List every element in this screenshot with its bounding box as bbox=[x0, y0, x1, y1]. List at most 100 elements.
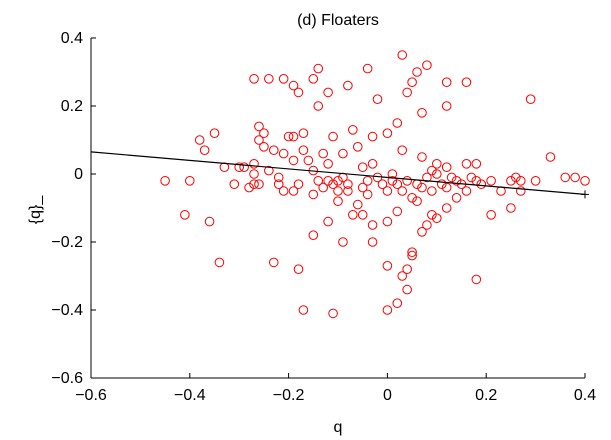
data-point bbox=[343, 186, 353, 196]
x-tick-label: 0.2 bbox=[475, 387, 497, 404]
y-tick-label: −0.6 bbox=[51, 370, 83, 387]
plot-frame bbox=[90, 38, 585, 379]
data-point bbox=[357, 162, 368, 172]
data-point bbox=[427, 165, 437, 176]
data-point bbox=[333, 196, 343, 206]
data-point bbox=[273, 172, 284, 183]
data-point bbox=[343, 179, 353, 189]
data-point bbox=[367, 159, 378, 169]
data-point bbox=[427, 210, 437, 220]
data-point bbox=[278, 148, 289, 159]
data-point bbox=[377, 179, 388, 189]
data-point bbox=[382, 261, 393, 271]
data-point bbox=[407, 77, 417, 87]
data-point bbox=[338, 237, 348, 247]
data-point bbox=[308, 189, 319, 200]
data-point bbox=[293, 179, 304, 189]
data-point bbox=[288, 80, 299, 91]
fit-line-group bbox=[90, 151, 589, 199]
data-point bbox=[570, 172, 580, 183]
data-point bbox=[288, 155, 299, 166]
data-point bbox=[333, 176, 343, 186]
data-point bbox=[298, 305, 309, 315]
x-axis-label: q bbox=[334, 419, 343, 436]
data-point bbox=[580, 176, 590, 186]
y-tick-label: 0.2 bbox=[61, 98, 83, 115]
x-tick-label: −0.4 bbox=[174, 387, 206, 404]
data-point bbox=[397, 50, 408, 60]
fit-line bbox=[90, 151, 586, 195]
data-point bbox=[298, 145, 309, 155]
data-points bbox=[160, 50, 590, 319]
data-point bbox=[506, 176, 516, 186]
data-point bbox=[417, 108, 427, 118]
data-point bbox=[515, 186, 526, 196]
data-point bbox=[259, 128, 269, 138]
data-point bbox=[402, 87, 412, 98]
data-point bbox=[199, 145, 210, 155]
data-point bbox=[427, 186, 437, 196]
data-point bbox=[343, 80, 353, 91]
data-point bbox=[486, 210, 496, 220]
data-point bbox=[348, 210, 358, 220]
data-point bbox=[254, 121, 264, 132]
data-point bbox=[303, 155, 314, 166]
data-point bbox=[313, 176, 324, 186]
data-point bbox=[160, 176, 170, 186]
data-point bbox=[412, 67, 422, 77]
data-point bbox=[352, 199, 363, 210]
data-point bbox=[185, 176, 195, 186]
data-point bbox=[362, 63, 373, 74]
data-point bbox=[313, 101, 324, 111]
data-point bbox=[234, 162, 244, 172]
data-point bbox=[471, 274, 482, 285]
data-point bbox=[214, 257, 225, 268]
data-point bbox=[451, 193, 462, 203]
data-point bbox=[451, 176, 462, 186]
data-point bbox=[392, 206, 403, 217]
x-tick-label: −0.2 bbox=[273, 387, 305, 404]
x-tick-label: 0.4 bbox=[574, 387, 596, 404]
data-point bbox=[249, 169, 259, 179]
data-point bbox=[397, 271, 408, 281]
data-point bbox=[194, 135, 205, 145]
data-point bbox=[392, 179, 403, 189]
y-tick-label: 0.4 bbox=[61, 30, 83, 47]
data-point bbox=[422, 220, 432, 230]
chart-title: (d) Floaters bbox=[297, 12, 379, 29]
data-point bbox=[471, 159, 482, 169]
data-point bbox=[432, 169, 442, 179]
data-point bbox=[357, 210, 368, 220]
x-tick-label: −0.6 bbox=[75, 387, 107, 404]
data-point bbox=[466, 172, 477, 183]
data-point bbox=[417, 152, 427, 162]
data-point bbox=[436, 179, 447, 189]
data-point bbox=[446, 172, 457, 183]
data-point bbox=[417, 182, 427, 193]
y-tick-label: −0.4 bbox=[51, 302, 83, 319]
data-point bbox=[362, 176, 373, 186]
data-point bbox=[461, 77, 472, 87]
data-point bbox=[432, 213, 442, 223]
data-point bbox=[323, 159, 333, 169]
data-point bbox=[323, 216, 333, 227]
data-point bbox=[318, 182, 328, 193]
data-point bbox=[515, 176, 526, 186]
data-point bbox=[333, 186, 343, 196]
data-point bbox=[397, 145, 408, 155]
data-point bbox=[367, 220, 378, 230]
data-point bbox=[441, 101, 452, 111]
data-point bbox=[525, 94, 536, 104]
data-point bbox=[288, 186, 299, 196]
data-point bbox=[204, 216, 215, 227]
data-point bbox=[313, 63, 324, 74]
data-point bbox=[328, 308, 338, 319]
data-point bbox=[407, 193, 417, 203]
data-point bbox=[352, 142, 363, 152]
data-point bbox=[249, 179, 259, 189]
data-point bbox=[422, 60, 432, 70]
data-point bbox=[308, 230, 319, 240]
data-point bbox=[357, 182, 368, 193]
